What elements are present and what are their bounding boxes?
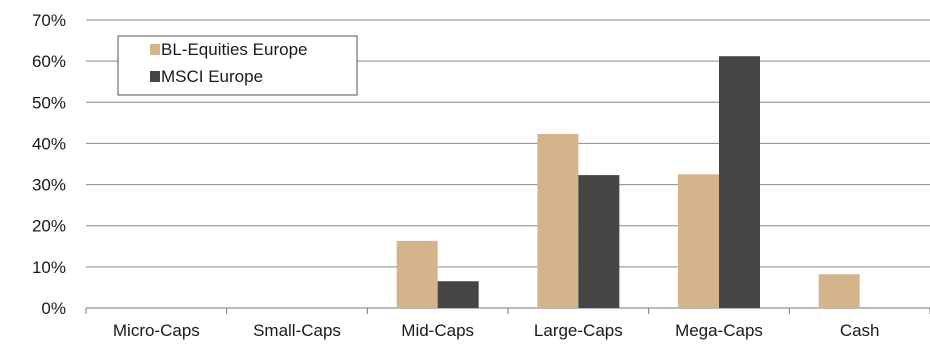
bar-bl-equities-europe-mid-caps: [396, 240, 438, 308]
x-tick-label-micro-caps: Micro-Caps: [113, 321, 200, 340]
bar-bl-equities-europe-mega-caps: [678, 174, 719, 308]
y-axis: 0% 10% 20% 30% 40% 50% 60% 70%: [32, 11, 66, 318]
legend-box: [117, 35, 358, 96]
x-tick-label-mid-caps: Mid-Caps: [401, 321, 474, 340]
x-axis: Micro-Caps Small-Caps Mid-Caps Large-Caps Me…: [85, 308, 930, 340]
y-tick-label: 40%: [32, 134, 66, 153]
y-tick-label: 30%: [32, 176, 66, 195]
y-tick-label: 20%: [32, 217, 66, 236]
x-tick-label-small-caps: Small-Caps: [253, 321, 341, 340]
bar-msci-europe-mega-caps: [719, 56, 760, 308]
legend: BL-Equities Europe MSCI Europe: [117, 35, 358, 96]
x-tick-label-cash: Cash: [840, 321, 880, 340]
bar-msci-europe-mid-caps: [437, 281, 479, 308]
bar-bl-equities-europe-large-caps: [537, 133, 579, 308]
bar-msci-europe-large-caps: [578, 175, 620, 308]
legend-swatch-bl-equities-europe: [150, 44, 160, 55]
y-tick-label: 10%: [32, 258, 66, 277]
x-tick-label-mega-caps: Mega-Caps: [675, 321, 763, 340]
bar-bl-equities-europe-cash: [818, 274, 860, 308]
x-tick-label-large-caps: Large-Caps: [534, 321, 623, 340]
y-tick-label: 50%: [32, 93, 66, 112]
y-tick-label: 60%: [32, 52, 66, 71]
legend-label-bl-equities-europe: BL-Equities Europe: [161, 40, 307, 59]
legend-swatch-msci-europe: [150, 71, 160, 82]
y-tick-label: 70%: [32, 11, 66, 30]
y-tick-label: 0%: [41, 299, 66, 318]
bars: [396, 56, 860, 308]
legend-label-msci-europe: MSCI Europe: [161, 67, 263, 86]
